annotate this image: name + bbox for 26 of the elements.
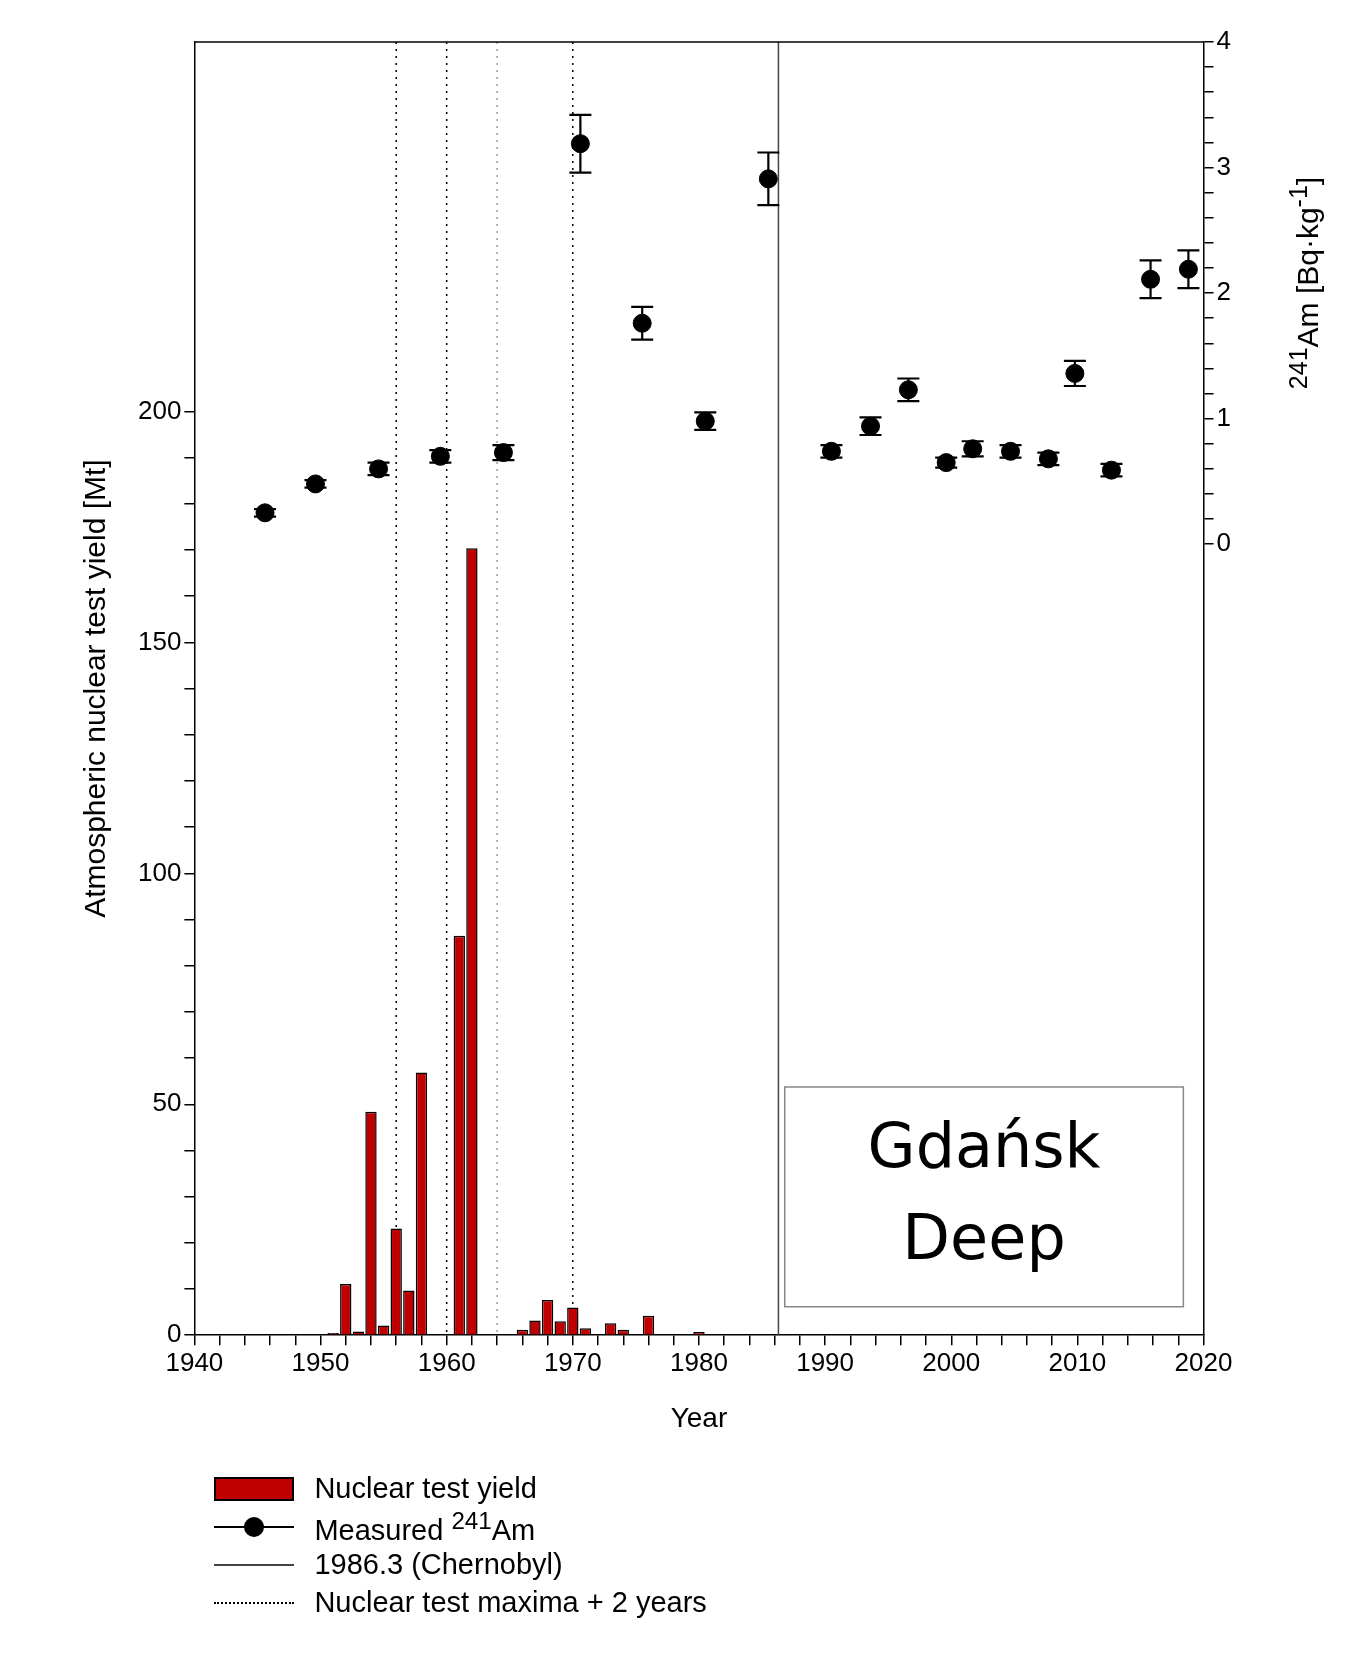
y-tick-label: 0 — [166, 1318, 182, 1349]
y-tick-label: 150 — [137, 625, 182, 656]
annotation: Gdańsk Deep — [867, 1108, 1101, 1274]
y2-tick-label: 3 — [1216, 150, 1232, 181]
x-tick-label: 2020 — [1174, 1346, 1233, 1377]
x-tick-label: 2000 — [922, 1346, 981, 1377]
y-tick-label: 200 — [137, 394, 182, 425]
x-axis-title: Year — [670, 1401, 728, 1433]
legend-label: Nuclear test yield — [314, 1472, 537, 1505]
y2-tick-label: 2 — [1216, 276, 1232, 307]
y-tick-label: 50 — [152, 1087, 182, 1118]
legend-label: Measured $^{241}$Am — [314, 1506, 536, 1547]
x-tick-label: 1950 — [291, 1346, 350, 1377]
x-tick-label: 1970 — [543, 1346, 602, 1377]
x-tick-label: 1940 — [165, 1346, 224, 1377]
x-tick-label: 1960 — [417, 1346, 476, 1377]
x-tick-label: 1990 — [796, 1346, 855, 1377]
y-axis-title: Atmospheric nuclear test yield [Mt] — [78, 459, 112, 918]
x-tick-label: 2010 — [1048, 1346, 1107, 1377]
y2-tick-label: 4 — [1216, 25, 1232, 56]
y-tick-label: 100 — [137, 856, 182, 887]
legend-label: Nuclear test maxima + 2 years — [314, 1586, 707, 1619]
y2-tick-label: 1 — [1216, 401, 1232, 432]
legend-label: 1986.3 (Chernobyl) — [314, 1548, 563, 1581]
y2-tick-label: 0 — [1216, 527, 1232, 558]
x-tick-label: 1980 — [670, 1346, 728, 1377]
